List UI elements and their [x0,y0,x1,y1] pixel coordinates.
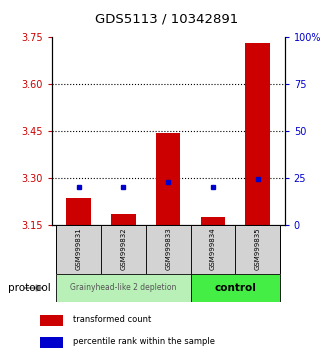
Bar [40,315,63,326]
Bar [111,214,136,225]
Text: control: control [214,283,256,293]
Bar [101,225,146,274]
Text: protocol: protocol [8,283,51,293]
Bar [56,274,190,302]
Text: GSM999832: GSM999832 [120,227,126,270]
Bar [245,44,270,225]
Text: percentile rank within the sample: percentile rank within the sample [73,337,215,346]
Bar [146,225,190,274]
Bar [190,225,235,274]
Bar [156,132,180,225]
Text: GDS5113 / 10342891: GDS5113 / 10342891 [95,12,238,25]
Text: GSM999835: GSM999835 [255,227,261,270]
Bar [40,337,63,348]
Bar [235,225,280,274]
Text: Grainyhead-like 2 depletion: Grainyhead-like 2 depletion [70,284,176,292]
Bar [66,198,91,225]
Text: GSM999831: GSM999831 [76,227,82,270]
Text: GSM999834: GSM999834 [210,227,216,270]
Bar [56,225,101,274]
Text: transformed count: transformed count [73,315,152,324]
Bar [190,274,280,302]
Text: GSM999833: GSM999833 [165,227,171,270]
Bar [201,217,225,225]
